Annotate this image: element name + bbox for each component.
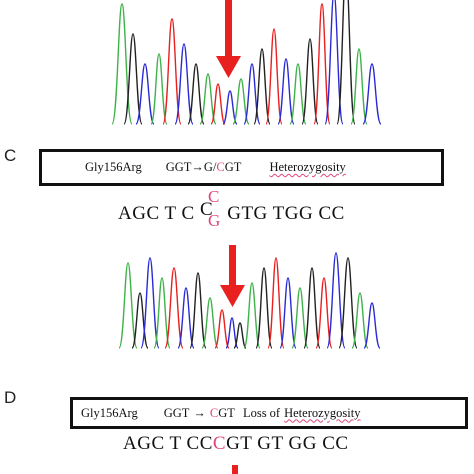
trace-peak — [210, 83, 226, 125]
codon-mutant-part1: G/ — [203, 160, 217, 174]
trace-peak — [277, 58, 295, 125]
codon-mutant-base: C — [209, 405, 219, 420]
trace-peak — [336, 0, 356, 125]
trace-peak — [267, 257, 285, 349]
trace-peak — [324, 0, 344, 125]
trace-peak — [315, 277, 333, 349]
trace-peak — [222, 90, 238, 125]
trace-peak — [265, 28, 283, 125]
trace-peak — [233, 322, 247, 349]
sequence-part2: GTG TGG CC — [221, 203, 345, 224]
trace-peak — [174, 43, 194, 125]
mutation-info-box-d: Gly156Arg GGT → C GT Loss of Heterozygos… — [70, 397, 468, 429]
trace-peak — [189, 272, 207, 349]
trace-peak — [363, 302, 381, 349]
codon-wildtype: GGT — [163, 405, 190, 420]
stack-mid-base: C — [199, 199, 214, 220]
trace-peak — [303, 267, 321, 349]
trace-peak — [201, 297, 219, 349]
panel-label-d: D — [4, 388, 17, 407]
mutation-arrow-top — [216, 0, 241, 78]
codon-mutant-part2: GT — [224, 160, 242, 174]
mutation-name: Gly156Arg — [85, 160, 142, 174]
mutation-arrow-c — [220, 245, 245, 307]
zygosity-status: Heterozygosity — [269, 160, 346, 174]
stack-bottom-base: G — [207, 211, 221, 230]
trace-peak — [313, 3, 331, 125]
trace-peak — [187, 63, 205, 125]
trace-peak — [350, 48, 368, 125]
trace-peak — [150, 53, 168, 125]
sequence-part1: AGC T C — [118, 203, 200, 224]
trace-peak — [253, 48, 271, 125]
trace-peak — [255, 267, 273, 349]
trace-peak — [118, 262, 138, 349]
sequence-part1: AGC T CC — [123, 433, 213, 454]
change-arrow: → — [191, 160, 204, 174]
trace-peak — [289, 63, 307, 125]
sequence-d: AGC T CCCGT GT GG CC — [123, 433, 349, 455]
trace-peak — [243, 282, 261, 349]
stack-top-base: C — [207, 187, 220, 206]
chromatogram-top — [111, 0, 382, 125]
trace-peak — [326, 252, 346, 349]
trace-peak — [140, 257, 160, 349]
zygosity-status-prefix: Loss of — [242, 405, 281, 420]
mutation-info-box-c: Gly156Arg GGT → G/ C GT Heterozygosity — [39, 149, 444, 186]
mutation-arrow-d — [232, 465, 238, 474]
change-arrow: → — [193, 405, 206, 420]
chromatogram-c — [118, 252, 381, 349]
trace-peak — [123, 33, 143, 125]
trace-peak — [162, 18, 182, 125]
trace-peak — [131, 292, 149, 349]
codon-mutant-base: C — [216, 160, 225, 174]
trace-peak — [291, 287, 309, 349]
codon-mutant-rest: GT — [218, 405, 235, 420]
trace-peak — [111, 3, 133, 125]
codon-wildtype: GGT — [165, 160, 192, 174]
trace-peak — [199, 73, 217, 125]
trace-peak — [301, 38, 319, 125]
trace-peak — [362, 63, 382, 125]
trace-peak — [338, 257, 358, 349]
trace-peak — [135, 63, 155, 125]
trace-peak — [351, 292, 369, 349]
trace-peak — [214, 309, 230, 349]
panel-label-c: C — [4, 146, 17, 165]
trace-peak — [177, 287, 195, 349]
trace-peak — [225, 317, 239, 349]
trace-peak — [164, 267, 184, 349]
trace-peak — [153, 277, 171, 349]
trace-peak — [232, 78, 250, 125]
mutated-base: C — [212, 433, 227, 454]
mutation-name: Gly156Arg — [81, 405, 138, 420]
sequence-part2: GT GT GG CC — [226, 433, 349, 454]
zygosity-status: Heterozygosity — [284, 405, 361, 420]
trace-peak — [279, 277, 297, 349]
